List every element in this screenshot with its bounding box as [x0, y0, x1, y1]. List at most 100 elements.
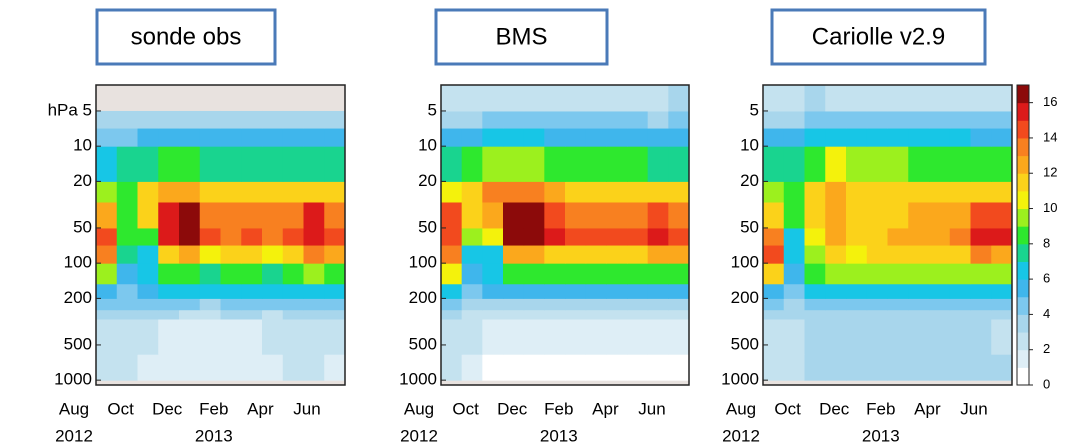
heatmap-cell	[887, 283, 909, 299]
x-year-label: 2012	[400, 426, 438, 445]
heatmap-cell	[241, 298, 263, 311]
heatmap-cell	[970, 227, 992, 246]
heatmap-cell	[929, 110, 951, 129]
heatmap-cell	[647, 263, 669, 285]
heatmap-cell	[585, 245, 607, 264]
title-box	[95, 8, 277, 66]
heatmap-cell	[282, 283, 304, 299]
heatmap-cell	[929, 354, 951, 381]
heatmap-cell	[668, 309, 690, 320]
heatmap-cell	[137, 227, 159, 246]
heatmap-cell	[627, 146, 649, 182]
heatmap-cell	[116, 227, 138, 246]
heatmap-cell	[908, 227, 930, 246]
heatmap-cell	[949, 227, 971, 246]
heatmap-cell	[282, 245, 304, 264]
heatmap-cell	[282, 298, 304, 311]
heatmap-cell	[763, 245, 785, 264]
heatmap-cell	[606, 146, 628, 182]
heatmap-cell	[565, 245, 587, 264]
heatmap-cell	[606, 110, 628, 129]
y-tick-label: 50	[740, 217, 759, 236]
heatmap-cell	[199, 245, 221, 264]
heatmap-cell	[825, 110, 847, 129]
colorbar-segment	[1017, 296, 1029, 315]
heatmap-cell	[991, 181, 1013, 203]
heatmap-cell	[282, 309, 304, 320]
heatmap-cell	[970, 263, 992, 285]
heatmap-cell	[929, 201, 951, 229]
x-year-label: 2012	[722, 426, 760, 445]
heatmap-cell	[241, 263, 263, 285]
heatmap-cell	[887, 201, 909, 229]
heatmap-cell	[647, 298, 669, 311]
heatmap-cell	[668, 85, 690, 112]
heatmap-cell	[908, 309, 930, 320]
heatmap-cell	[158, 245, 180, 264]
heatmap-cell	[585, 85, 607, 112]
heatmap-cell	[866, 227, 888, 246]
heatmap-cell	[668, 298, 690, 311]
heatmap-cell	[303, 318, 325, 355]
heatmap-cell	[585, 146, 607, 182]
heatmap-cell	[482, 181, 504, 203]
heatmap-cell	[482, 263, 504, 285]
heatmap-cell	[627, 128, 649, 147]
heatmap-cell	[220, 318, 242, 355]
heatmap-cell	[804, 227, 826, 246]
heatmap-cell	[262, 263, 284, 285]
heatmap-cell	[199, 263, 221, 285]
heatmap-cell	[565, 201, 587, 229]
heatmap-cell	[929, 309, 951, 320]
heatmap-cell	[606, 318, 628, 355]
heatmap-cell	[523, 85, 545, 112]
heatmap-cell	[763, 128, 785, 147]
heatmap-cell	[461, 309, 483, 320]
heatmap-cell	[991, 309, 1013, 320]
heatmap-cell	[441, 110, 463, 129]
heatmap-cell	[866, 318, 888, 355]
heatmap-cell	[441, 85, 463, 112]
heatmap-cell	[303, 309, 325, 320]
heatmap-cell	[668, 110, 690, 129]
heatmap-cell	[179, 318, 201, 355]
heatmap-cell	[544, 318, 566, 355]
heatmap-cell	[627, 318, 649, 355]
heatmap-cell	[783, 283, 805, 299]
heatmap-cell	[199, 201, 221, 229]
heatmap-cell	[991, 128, 1013, 147]
y-tick-label: 20	[418, 171, 437, 190]
heatmap-cell	[116, 309, 138, 320]
colorbar-tick-label: 10	[1043, 200, 1057, 215]
heatmap-cell	[262, 354, 284, 381]
colorbar-tick-label: 14	[1043, 129, 1057, 144]
heatmap-cell	[585, 309, 607, 320]
y-tick-label: 500	[731, 334, 759, 353]
heatmap-cell	[96, 354, 118, 381]
heatmap-cell	[970, 181, 992, 203]
heatmap-cell	[627, 201, 649, 229]
heatmap-cell	[949, 354, 971, 381]
heatmap-cell	[825, 354, 847, 381]
heatmap-cell	[783, 309, 805, 320]
heatmap-cell	[991, 318, 1013, 355]
x-tick-label: Dec	[819, 399, 850, 418]
heatmap-cell	[970, 128, 992, 147]
heatmap-cell	[282, 354, 304, 381]
heatmap-cell	[887, 298, 909, 311]
heatmap-cell	[949, 181, 971, 203]
heatmap-cell	[544, 263, 566, 285]
x-tick-label: Oct	[774, 399, 801, 418]
heatmap-cell	[137, 245, 159, 264]
heatmap-cell	[647, 128, 669, 147]
heatmap-cell	[482, 354, 504, 381]
heatmap-cell	[441, 146, 463, 182]
plot-frame	[95, 84, 346, 386]
colorbar-segment	[1017, 102, 1029, 121]
heatmap-cell	[866, 298, 888, 311]
heatmap-cell	[647, 309, 669, 320]
heatmap-cell	[783, 201, 805, 229]
heatmap-cell	[179, 309, 201, 320]
heatmap-cell	[137, 263, 159, 285]
heatmap-cell	[929, 146, 951, 182]
